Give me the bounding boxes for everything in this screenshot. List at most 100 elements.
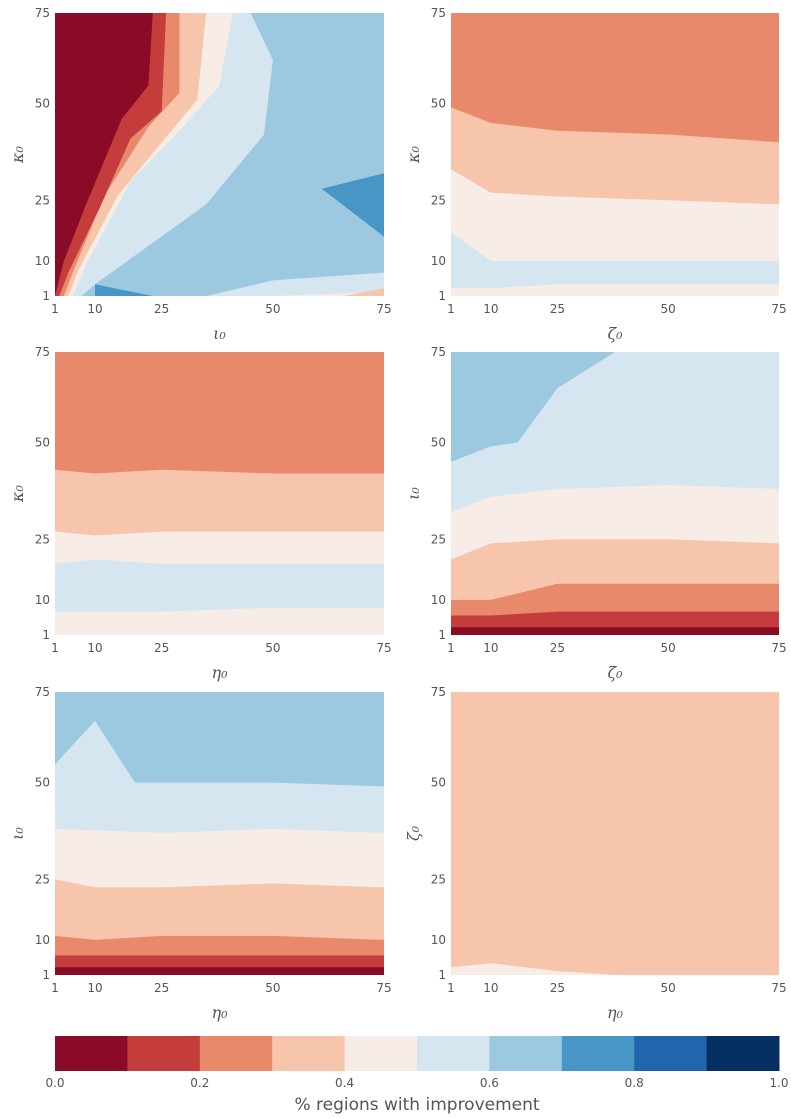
colorbar-swatch [417, 1036, 490, 1071]
y-tick-label: 50 [431, 97, 446, 111]
y-tick-label: 1 [42, 289, 50, 303]
y-tick-label: 10 [431, 593, 446, 607]
y-tick-label: 75 [431, 685, 446, 699]
x-tick-label: 10 [87, 302, 102, 316]
y-tick-label: 10 [35, 593, 50, 607]
colorbar-swatch [127, 1036, 201, 1071]
contour-region [451, 232, 779, 289]
y-axis-label: κ₀ [8, 484, 27, 502]
y-tick-label: 75 [35, 6, 50, 20]
x-tick-label: 25 [550, 302, 565, 316]
y-tick-label: 1 [438, 289, 446, 303]
y-tick-label: 1 [438, 628, 446, 642]
y-axis-label: ι₀ [8, 827, 27, 840]
colorbar-tick-label: 0.6 [480, 1076, 499, 1090]
contour-panel-2: 1 10 25 50 75 1 10 25 50 75 ζ₀ κ₀ [404, 6, 787, 343]
contour-panel-3: 1 10 25 50 75 1 10 25 50 75 η₀ κ₀ [8, 345, 392, 682]
contour-panel-4: 1 10 25 50 75 1 10 25 50 75 ζ₀ ι₀ [404, 345, 787, 682]
x-axis-label: ζ₀ [607, 663, 623, 682]
x-axis-label: ι₀ [213, 324, 226, 343]
x-tick-label: 10 [87, 641, 102, 655]
x-tick-label: 25 [550, 641, 565, 655]
y-tick-label: 75 [431, 345, 446, 359]
colorbar-swatch [55, 1036, 128, 1071]
y-tick-label: 50 [35, 776, 50, 790]
y-tick-label: 10 [431, 933, 446, 947]
x-tick-label: 25 [154, 302, 169, 316]
contour-region [451, 352, 615, 462]
x-tick-label: 1 [51, 641, 59, 655]
contour-region [55, 352, 384, 474]
y-tick-label: 10 [35, 254, 50, 268]
x-axis-label: ζ₀ [607, 324, 623, 343]
y-tick-label: 25 [35, 193, 50, 207]
x-tick-label: 1 [447, 641, 455, 655]
colorbar-label: % regions with improvement [294, 1095, 539, 1115]
y-tick-label: 50 [431, 436, 446, 450]
y-tick-label: 1 [438, 968, 446, 982]
y-tick-label: 1 [42, 628, 50, 642]
contour-background [451, 692, 779, 975]
contour-region [321, 173, 384, 237]
x-tick-label: 1 [51, 302, 59, 316]
contour-region [451, 963, 615, 975]
colorbar-swatch [561, 1036, 635, 1071]
contour-panel-6: 1 10 25 50 75 1 10 25 50 75 η₀ ζ₀ [404, 685, 787, 1022]
x-tick-label: 10 [483, 302, 498, 316]
x-tick-label: 75 [771, 981, 786, 995]
colorbar-tick-label: 0.0 [45, 1076, 64, 1090]
x-tick-label: 75 [771, 302, 786, 316]
colorbar-swatch [344, 1036, 418, 1071]
contour-region [55, 13, 153, 296]
colorbar-swatch [272, 1036, 346, 1071]
x-tick-label: 10 [87, 981, 102, 995]
x-tick-label: 10 [483, 641, 498, 655]
y-tick-label: 1 [42, 968, 50, 982]
x-tick-label: 25 [550, 981, 565, 995]
x-tick-label: 50 [661, 302, 676, 316]
x-tick-label: 1 [447, 302, 455, 316]
contour-panel-5: 1 10 25 50 75 1 10 25 50 75 η₀ ι₀ [8, 685, 392, 1022]
x-tick-label: 75 [376, 641, 391, 655]
y-tick-label: 75 [431, 6, 446, 20]
colorbar-swatch [489, 1036, 563, 1071]
y-tick-label: 50 [431, 776, 446, 790]
contour-region [95, 272, 384, 296]
x-tick-label: 25 [154, 981, 169, 995]
y-tick-label: 25 [431, 872, 446, 886]
x-axis-label: η₀ [212, 663, 229, 682]
x-tick-label: 50 [265, 641, 280, 655]
y-axis-label: ζ₀ [404, 825, 423, 841]
contour-region [95, 284, 153, 296]
colorbar-tick-label: 0.8 [625, 1076, 644, 1090]
contour-region [344, 288, 384, 296]
x-tick-label: 1 [447, 981, 455, 995]
x-tick-label: 10 [483, 981, 498, 995]
colorbar: 0.0 0.2 0.4 0.6 0.8 1.0 % regions with improve… [45, 1036, 789, 1115]
x-tick-label: 50 [661, 981, 676, 995]
x-tick-label: 50 [661, 641, 676, 655]
x-tick-label: 25 [154, 641, 169, 655]
y-tick-label: 50 [35, 436, 50, 450]
y-tick-label: 25 [35, 872, 50, 886]
contour-region [55, 967, 384, 975]
y-tick-label: 50 [35, 97, 50, 111]
colorbar-swatch [706, 1036, 780, 1071]
y-axis-label: κ₀ [404, 145, 423, 163]
y-axis-label: ι₀ [404, 487, 423, 500]
x-axis-label: η₀ [212, 1003, 229, 1022]
colorbar-tick-label: 1.0 [769, 1076, 788, 1090]
contour-panel-1: 1 10 25 50 75 1 10 25 50 75 ι₀ κ₀ [8, 6, 392, 343]
colorbar-swatch [634, 1036, 708, 1071]
y-tick-label: 75 [35, 345, 50, 359]
x-tick-label: 50 [265, 981, 280, 995]
y-axis-label: κ₀ [8, 145, 27, 163]
colorbar-swatch [199, 1036, 273, 1071]
x-axis-label: η₀ [607, 1003, 624, 1022]
y-tick-label: 75 [35, 685, 50, 699]
contour-region [451, 627, 779, 635]
contour-region [451, 13, 779, 143]
colorbar-tick-label: 0.2 [190, 1076, 209, 1090]
x-tick-label: 50 [265, 302, 280, 316]
